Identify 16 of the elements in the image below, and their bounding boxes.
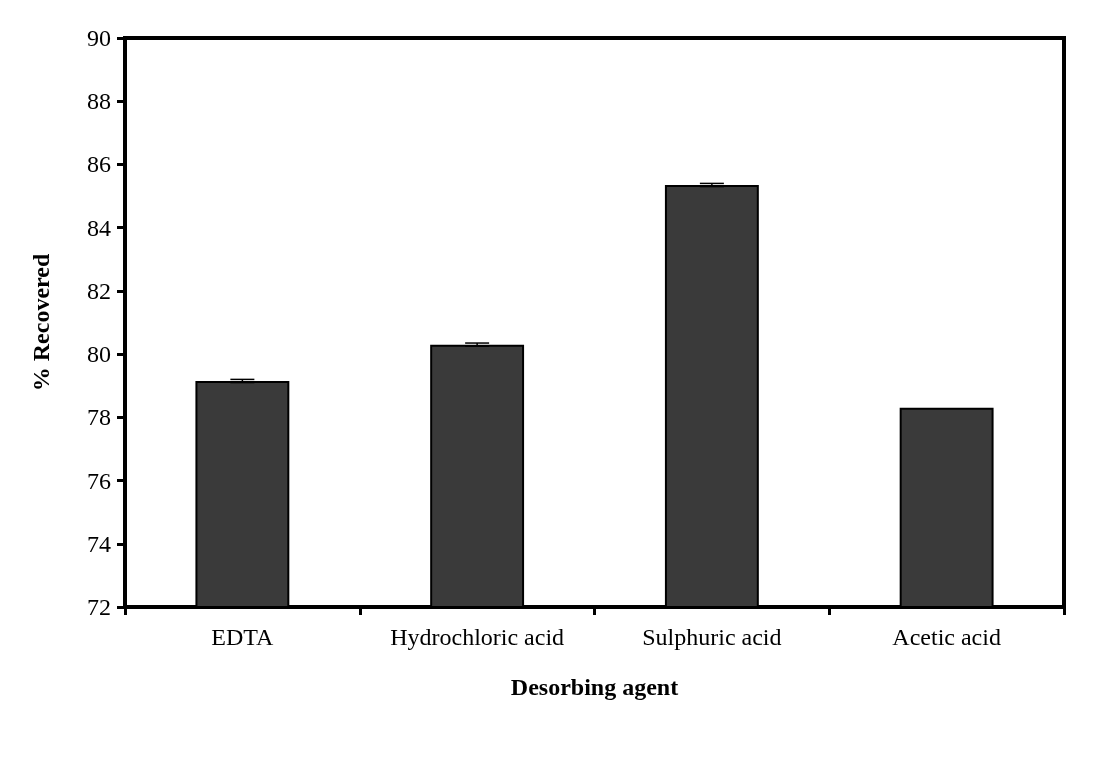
x-tick-label: EDTA [211,624,275,650]
y-tick-label: 88 [87,88,111,115]
y-tick-label: 84 [87,214,111,241]
y-tick-label: 74 [87,530,111,557]
x-axis-title: Desorbing agent [510,674,679,700]
y-axis-title: % Recovered [28,253,54,392]
x-tick-label: Sulphuric acid [642,624,782,650]
x-tick-label: Hydrochloric acid [390,624,565,650]
x-tick-label: Acetic acid [892,624,1001,650]
y-tick-label: 80 [87,341,111,368]
y-tick-label: 82 [87,277,111,304]
y-tick-label: 86 [87,151,111,178]
y-tick-label: 72 [87,594,111,620]
y-tick-label: 76 [87,467,111,494]
y-tick-label: 90 [87,25,111,51]
y-tick-label: 78 [87,404,111,431]
